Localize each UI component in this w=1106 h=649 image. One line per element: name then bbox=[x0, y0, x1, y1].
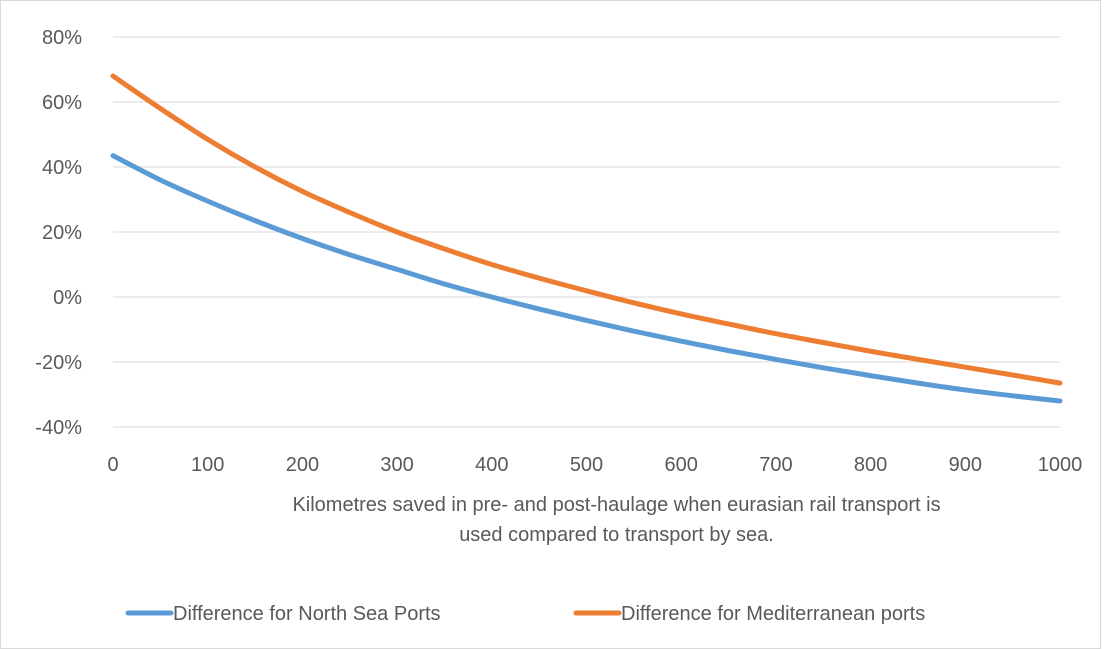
gridlines bbox=[113, 36, 1060, 428]
y-tick-label: -40% bbox=[35, 417, 82, 439]
x-tick-label: 200 bbox=[286, 454, 319, 476]
series-line-mediterranean-ports bbox=[110, 73, 1063, 386]
x-axis-title: Kilometres saved in pre- and post-haulag… bbox=[292, 494, 940, 546]
x-tick-label: 400 bbox=[475, 454, 508, 476]
legend-label: Difference for North Sea Ports bbox=[173, 603, 441, 625]
x-tick-label: 700 bbox=[759, 454, 792, 476]
x-axis-title-line: used compared to transport by sea. bbox=[459, 524, 774, 546]
y-tick-label: 60% bbox=[42, 92, 82, 114]
x-tick-label: 100 bbox=[191, 454, 224, 476]
x-tick-label: 800 bbox=[854, 454, 887, 476]
x-tick-label: 500 bbox=[570, 454, 603, 476]
y-axis-ticks: -40% -20% 0% 20% 40% 60% 80% bbox=[35, 27, 82, 439]
legend: Difference for North Sea Ports Difference… bbox=[125, 603, 925, 625]
x-axis-title-line: Kilometres saved in pre- and post-haulag… bbox=[292, 494, 940, 516]
series-lines bbox=[110, 73, 1063, 404]
series-line-north-sea-ports bbox=[110, 153, 1063, 404]
y-tick-label: 20% bbox=[42, 222, 82, 244]
x-tick-label: 0 bbox=[107, 454, 118, 476]
y-tick-label: -20% bbox=[35, 352, 82, 374]
y-tick-label: 80% bbox=[42, 27, 82, 49]
legend-label: Difference for Mediterranean ports bbox=[621, 603, 925, 625]
y-tick-label: 40% bbox=[42, 157, 82, 179]
x-tick-label: 300 bbox=[380, 454, 413, 476]
y-tick-label: 0% bbox=[53, 287, 82, 309]
x-tick-label: 900 bbox=[949, 454, 982, 476]
x-tick-label: 1000 bbox=[1038, 454, 1083, 476]
x-tick-label: 600 bbox=[665, 454, 698, 476]
x-axis-ticks: 0 100 200 300 400 500 600 700 800 900 1000 bbox=[107, 454, 1082, 476]
